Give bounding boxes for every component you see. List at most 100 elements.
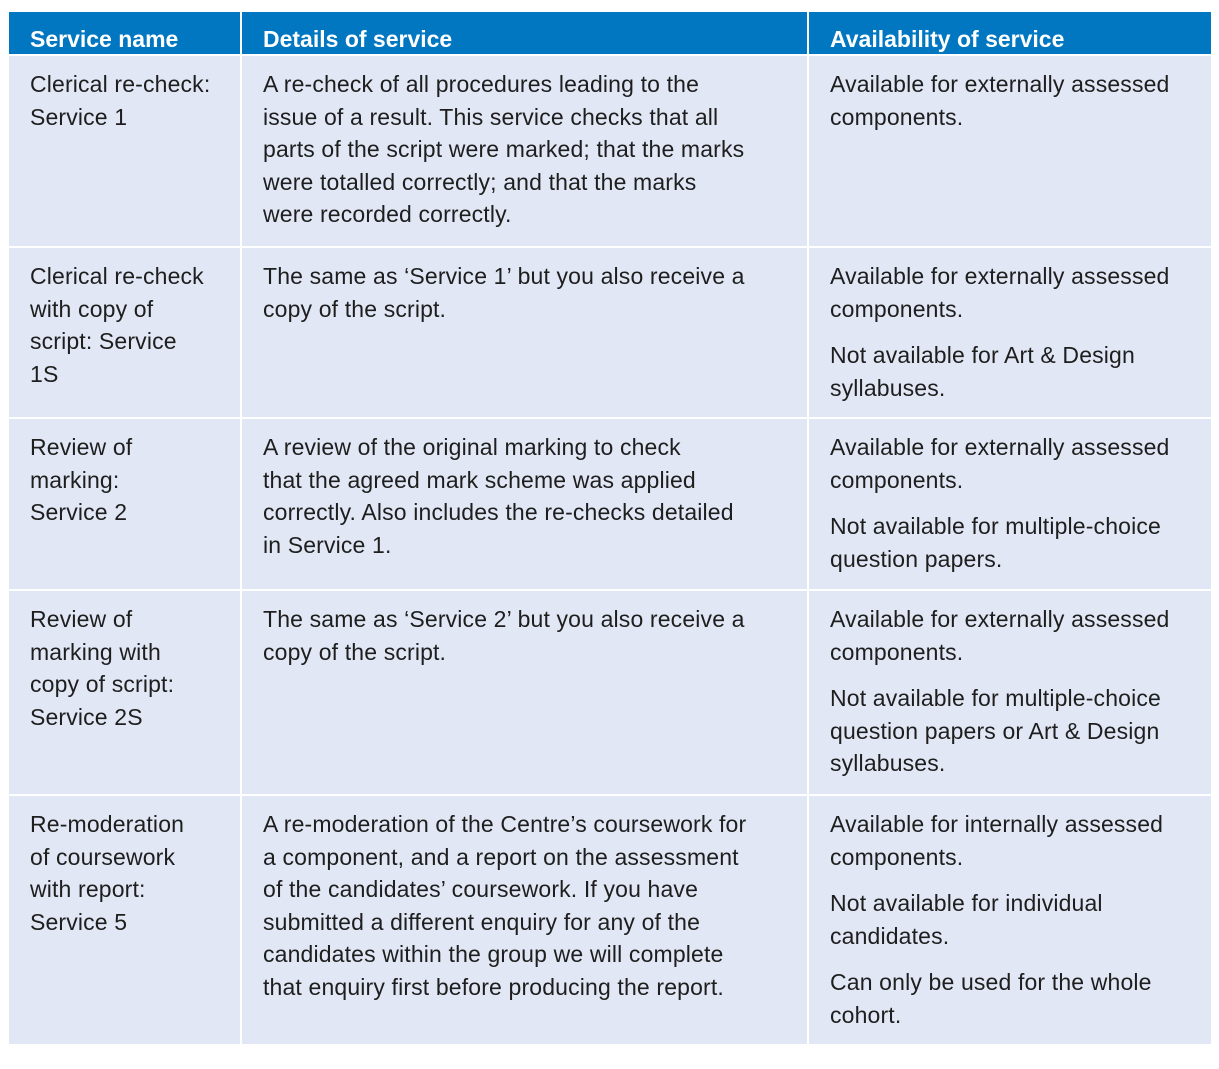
availability-cell: Available for externally assessed compone… [807, 589, 1213, 796]
table-body: Clerical re-check: Service 1 A re-check of… [7, 54, 1213, 1046]
text-line: with report: [30, 876, 146, 902]
text-line: that enquiry first before producing the … [263, 973, 724, 1000]
text-line: Available for externally assessed [830, 263, 1170, 289]
details-cell: A re-moderation of the Centre’s coursewo… [240, 794, 809, 1046]
text-line: copy of the script. [263, 638, 447, 665]
service-name-cell: Clerical re-check: Service 1 [7, 54, 242, 248]
details-cell: The same as ‘Service 1’ but you also rec… [240, 246, 809, 419]
text-line: copy of script: [30, 671, 175, 697]
paragraph: Available for externally assessed compone… [830, 603, 1201, 668]
text-line: marking: [30, 466, 120, 493]
paragraph: Not available for multiple-choice questio… [830, 682, 1201, 780]
text-line: Available for internally assessed [830, 811, 1164, 837]
text-line: cohort. [830, 1001, 902, 1028]
header-row: Service name Details of service Availabi… [7, 10, 1213, 56]
availability-cell: Available for internally assessed compone… [807, 794, 1213, 1046]
text-line: components. [830, 295, 964, 322]
text-line: were totalled correctly; and that the ma… [263, 168, 697, 195]
text-line: candidates within the group we will comp… [263, 941, 724, 967]
text-line: Service 2S [30, 703, 143, 730]
text-line: Service 1 [30, 103, 128, 130]
paragraph: A review of the original marking to chec… [263, 431, 797, 561]
paragraph: Available for internally assessed compone… [830, 808, 1201, 873]
text-line: Available for externally assessed [830, 71, 1170, 97]
paragraph: A re-check of all procedures leading to … [263, 68, 797, 231]
header-details: Details of service [240, 10, 809, 56]
table-row: Review of marking: Service 2 A review of th… [7, 417, 1213, 591]
text-line: Review of [30, 606, 133, 632]
paragraph: A re-moderation of the Centre’s coursewo… [263, 808, 797, 1003]
text-line: syllabuses. [830, 374, 946, 401]
text-line: syllabuses. [830, 750, 946, 776]
text-line: that the agreed mark scheme was applied [263, 466, 696, 493]
table-row: Review of marking with copy of script: Serv… [7, 589, 1213, 796]
text-line: Review of [30, 434, 133, 460]
text-line: of the candidates’ coursework. If you ha… [263, 876, 699, 902]
header-service-name: Service name [7, 10, 242, 56]
paragraph: Available for externally assessed compone… [830, 260, 1201, 325]
text-line: issue of a result. This service checks t… [263, 103, 719, 130]
text-line: Service 2 [30, 499, 128, 525]
text-line: Clerical re-check: [30, 71, 211, 97]
paragraph: The same as ‘Service 1’ but you also rec… [263, 260, 797, 325]
paragraph: Can only be used for the whole cohort. [830, 966, 1201, 1031]
text-line: were recorded correctly. [263, 201, 512, 227]
text-line: parts of the script were marked; that th… [263, 136, 745, 162]
text-line: of coursework [30, 843, 176, 870]
paragraph: The same as ‘Service 2’ but you also rec… [263, 603, 797, 668]
paragraph: Not available for Art & Design syllabuses… [830, 339, 1201, 404]
text-line: components. [830, 638, 964, 665]
paragraph: Not available for multiple-choice questio… [830, 510, 1201, 575]
text-line: 1S [30, 360, 59, 387]
text-line: Not available for individual [830, 890, 1103, 916]
text-line: Not available for Art & Design [830, 342, 1135, 368]
details-cell: A re-check of all procedures leading to … [240, 54, 809, 248]
text-line: components. [830, 466, 964, 493]
paragraph: Clerical re-check: Service 1 [30, 68, 230, 133]
details-cell: A review of the original marking to chec… [240, 417, 809, 591]
text-line: A re-moderation of the Centre’s coursewo… [263, 811, 747, 837]
text-line: The same as ‘Service 2’ but you also rec… [263, 606, 745, 632]
text-line: Not available for multiple-choice [830, 685, 1161, 711]
paragraph: Re-moderation of coursework with report: Se… [30, 808, 230, 938]
text-line: question papers or Art & Design [830, 717, 1160, 744]
paragraph: Clerical re-check with copy of script: Ser… [30, 260, 230, 390]
text-line: The same as ‘Service 1’ but you also rec… [263, 263, 745, 289]
text-line: Re-moderation [30, 811, 185, 837]
service-name-cell: Review of marking: Service 2 [7, 417, 242, 591]
text-line: in Service 1. [263, 531, 392, 558]
text-line: components. [830, 843, 964, 870]
text-line: submitted a different enquiry for any of… [263, 908, 701, 935]
header-availability: Availability of service [807, 10, 1213, 56]
text-line: a component, and a report on the assessm… [263, 843, 739, 870]
table-row: Clerical re-check: Service 1 A re-check of… [7, 54, 1213, 248]
text-line: A review of the original marking to chec… [263, 434, 681, 460]
text-line: A re-check of all procedures leading to … [263, 71, 700, 97]
details-cell: The same as ‘Service 2’ but you also rec… [240, 589, 809, 796]
text-line: Available for externally assessed [830, 434, 1170, 460]
text-line: marking with [30, 638, 161, 665]
text-line: Clerical re-check [30, 263, 204, 289]
table-row: Re-moderation of coursework with report: Se… [7, 794, 1213, 1046]
paragraph: Available for externally assessed compone… [830, 431, 1201, 496]
text-line: components. [830, 103, 964, 130]
paragraph: Available for externally assessed compone… [830, 68, 1201, 133]
paragraph: Not available for individual candidates. [830, 887, 1201, 952]
text-line: question papers. [830, 545, 1003, 572]
text-line: correctly. Also includes the re-checks d… [263, 499, 734, 525]
availability-cell: Available for externally assessed compone… [807, 54, 1213, 248]
text-line: candidates. [830, 922, 950, 949]
paragraph: Review of marking with copy of script: Serv… [30, 603, 230, 733]
availability-cell: Available for externally assessed compone… [807, 246, 1213, 419]
availability-cell: Available for externally assessed compone… [807, 417, 1213, 591]
service-name-cell: Re-moderation of coursework with report: Se… [7, 794, 242, 1046]
text-line: script: Service [30, 328, 177, 354]
text-line: Not available for multiple-choice [830, 513, 1161, 539]
services-table: Service name Details of service Availabi… [7, 10, 1213, 1046]
service-name-cell: Review of marking with copy of script: Serv… [7, 589, 242, 796]
text-line: Available for externally assessed [830, 606, 1170, 632]
paragraph: Review of marking: Service 2 [30, 431, 230, 529]
text-line: Service 5 [30, 908, 128, 935]
text-line: Can only be used for the whole [830, 969, 1152, 995]
text-line: copy of the script. [263, 295, 447, 322]
